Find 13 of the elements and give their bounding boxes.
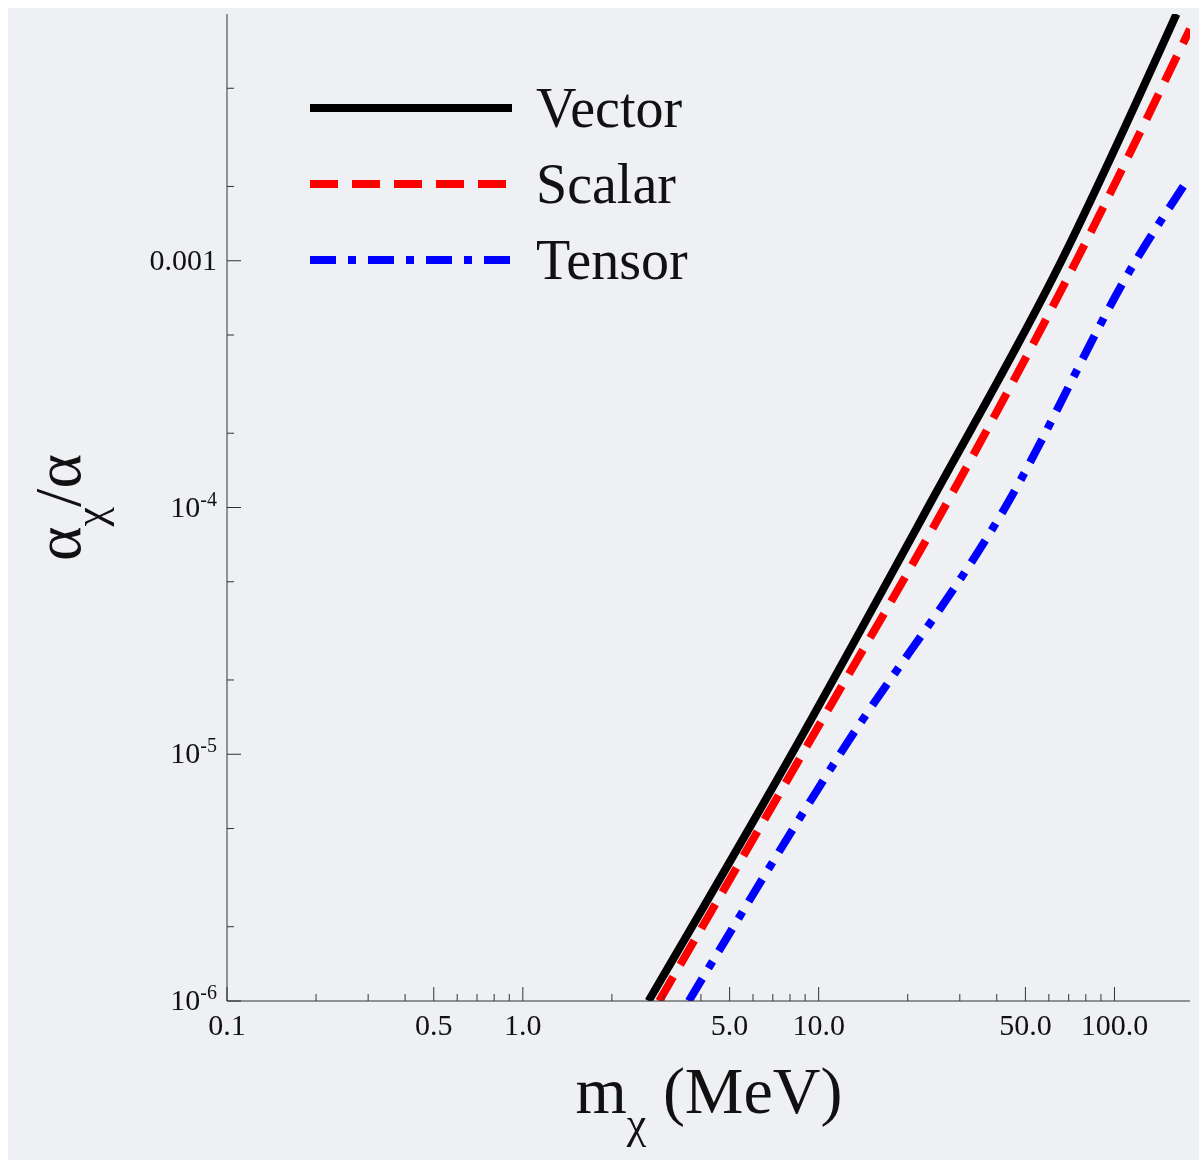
legend-label: Tensor <box>536 228 688 292</box>
legend-label: Scalar <box>536 152 676 216</box>
x-tick-label: 100.0 <box>1080 1008 1149 1041</box>
x-tick-label: 5.0 <box>710 1008 749 1041</box>
legend-label: Vector <box>536 76 683 140</box>
x-tick-label: 50.0 <box>999 1008 1052 1041</box>
x-tick-label: 1.0 <box>504 1008 542 1041</box>
x-tick-label: 10.0 <box>792 1008 845 1041</box>
x-axis-title: m$_{χ}$ (MeV) <box>575 1054 843 1148</box>
y-tick-label: 10$^{-5}$ <box>170 734 217 770</box>
y-tick-label: 10$^{-4}$ <box>170 487 217 523</box>
x-tick-label: 0.5 <box>415 1008 453 1041</box>
y-tick-label: 0.001 <box>149 242 217 276</box>
